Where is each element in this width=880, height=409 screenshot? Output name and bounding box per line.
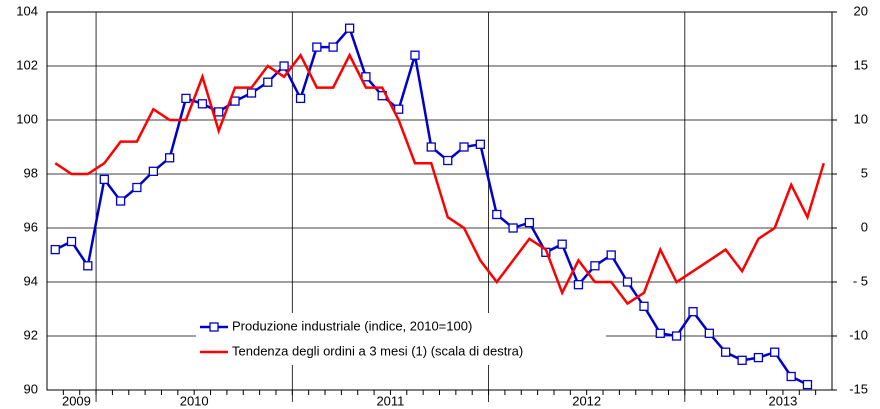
y2-tick-label: -15 bbox=[849, 381, 868, 396]
y2-tick-label: - 5 bbox=[853, 273, 868, 288]
marker bbox=[688, 307, 698, 317]
marker bbox=[328, 42, 338, 52]
marker bbox=[802, 379, 813, 390]
marker bbox=[508, 223, 518, 233]
legend-label: Produzione industriale (indice, 2010=100… bbox=[232, 318, 472, 333]
y2-tick-label: 15 bbox=[854, 57, 868, 72]
marker bbox=[312, 42, 322, 52]
marker bbox=[753, 352, 764, 363]
legend-label: Tendenza degli ordini a 3 mesi (1) (scal… bbox=[232, 343, 523, 358]
marker bbox=[475, 139, 485, 149]
marker bbox=[165, 153, 175, 163]
legend-marker bbox=[209, 322, 219, 332]
marker bbox=[50, 244, 60, 255]
x-tick-label: 2011 bbox=[376, 393, 404, 408]
marker bbox=[737, 355, 747, 365]
marker bbox=[573, 280, 584, 290]
x-tick-label: 2009 bbox=[62, 393, 91, 408]
marker bbox=[132, 182, 142, 193]
marker bbox=[394, 104, 404, 114]
marker bbox=[606, 250, 616, 260]
marker bbox=[557, 239, 567, 249]
y2-tick-label: 20 bbox=[854, 3, 868, 18]
marker bbox=[770, 347, 780, 357]
marker bbox=[197, 99, 208, 109]
y2-tick-label: -10 bbox=[849, 327, 868, 342]
y2-tick-label: 5 bbox=[861, 165, 868, 180]
marker bbox=[671, 331, 682, 341]
y-tick-label: 102 bbox=[16, 57, 38, 72]
plot-frame bbox=[46, 11, 833, 391]
marker bbox=[443, 155, 453, 166]
marker bbox=[214, 107, 224, 117]
marker bbox=[590, 261, 600, 271]
y-tick-label: 100 bbox=[16, 111, 38, 126]
y-tick-label: 94 bbox=[24, 273, 38, 288]
marker bbox=[246, 88, 257, 98]
marker bbox=[704, 328, 714, 338]
marker bbox=[426, 142, 436, 152]
marker bbox=[786, 371, 796, 382]
series-line bbox=[54, 52, 825, 306]
marker bbox=[148, 166, 159, 176]
x-tick-label: 2010 bbox=[180, 393, 209, 408]
y-tick-label: 98 bbox=[24, 165, 38, 180]
marker bbox=[66, 236, 77, 247]
marker bbox=[459, 142, 469, 152]
y-tick-label: 92 bbox=[24, 327, 38, 342]
marker bbox=[622, 277, 633, 287]
y-tick-label: 90 bbox=[24, 381, 38, 396]
y2-tick-label: 0 bbox=[861, 219, 868, 234]
marker bbox=[83, 261, 93, 271]
x-tick-label: 2013 bbox=[768, 393, 797, 408]
y-tick-label: 104 bbox=[16, 3, 38, 18]
marker bbox=[181, 93, 191, 104]
marker bbox=[524, 217, 535, 228]
marker bbox=[115, 196, 126, 206]
marker bbox=[344, 23, 355, 33]
legend-box bbox=[196, 313, 606, 365]
y-tick-label: 96 bbox=[24, 219, 38, 234]
marker bbox=[655, 328, 665, 338]
marker bbox=[295, 93, 306, 104]
x-tick-label: 2012 bbox=[572, 393, 601, 408]
marker bbox=[279, 61, 289, 71]
y2-tick-label: 10 bbox=[854, 111, 868, 126]
marker bbox=[639, 301, 649, 311]
marker bbox=[492, 209, 502, 220]
marker bbox=[720, 347, 731, 357]
marker bbox=[263, 77, 273, 87]
marker bbox=[99, 174, 109, 185]
marker bbox=[410, 50, 420, 60]
marker bbox=[361, 72, 371, 82]
